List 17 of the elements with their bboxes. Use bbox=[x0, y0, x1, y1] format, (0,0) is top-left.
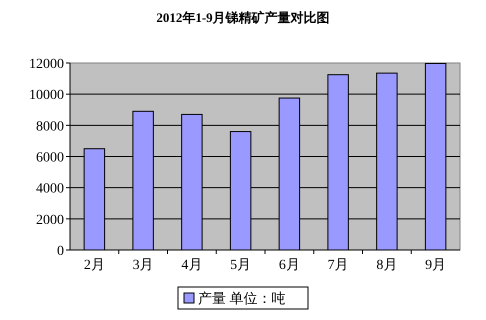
y-tick-label: 12000 bbox=[29, 57, 64, 72]
x-tick-label: 9月 bbox=[425, 258, 446, 273]
x-tick-label: 2月 bbox=[84, 258, 105, 273]
x-tick-label: 4月 bbox=[181, 258, 202, 273]
y-tick-label: 4000 bbox=[36, 182, 64, 197]
y-tick-label: 6000 bbox=[36, 150, 64, 166]
y-tick-label: 2000 bbox=[36, 212, 64, 228]
x-tick-label: 3月 bbox=[132, 258, 154, 273]
x-tick-label: 8月 bbox=[376, 258, 398, 273]
legend-label: 产量 单位：吨 bbox=[198, 291, 286, 307]
y-tick-label: 8000 bbox=[36, 119, 64, 134]
x-tick-label: 5月 bbox=[230, 258, 252, 273]
x-tick-label: 7月 bbox=[328, 258, 349, 273]
y-tick-label: 0 bbox=[57, 244, 64, 259]
y-tick-label: 10000 bbox=[29, 88, 64, 104]
x-tick-label: 6月 bbox=[278, 258, 300, 273]
chart-title: 2012年1-9月锑精矿产量对比图 bbox=[156, 10, 330, 25]
